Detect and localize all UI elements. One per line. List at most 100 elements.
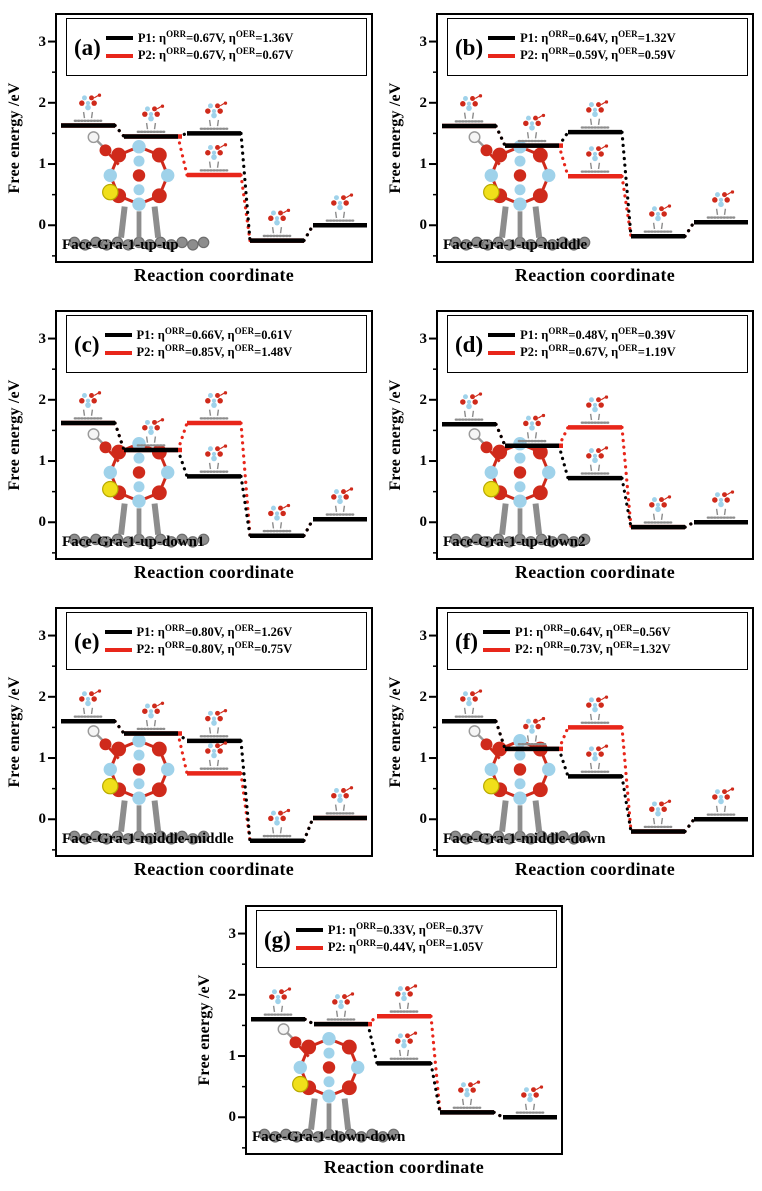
p2-line-swatch (104, 350, 132, 355)
p2-dotted-connector (176, 731, 189, 775)
p1-dotted-connector (557, 444, 570, 480)
legend-text-segment: P2: η (520, 48, 549, 62)
legend-text-segment: ORR (164, 325, 185, 336)
legend-entry-p2: P2: ηORR=0.67V, ηOER=1.19V (488, 343, 747, 359)
legend-text-segment: ORR (548, 45, 569, 56)
legend-text-segment: OER (235, 28, 256, 39)
system-label: Face-Gra-1-up-middle (443, 237, 588, 253)
y-tick-label: 2 (38, 391, 47, 408)
legend-text-segment: =0.85V, η (184, 345, 235, 359)
y-tick-label: 3 (419, 330, 428, 347)
legend-text-segment: P1: η (327, 922, 357, 937)
legend-text-segment: =0.59V (637, 48, 676, 62)
legend-text-segment: OER (425, 920, 446, 931)
x-axis-label: Reaction coordinate (133, 859, 295, 879)
legend-text-p1: P1: ηORR=0.66V, ηOER=0.61V (136, 325, 293, 342)
system-label: Face-Gra-1-middle-middle (62, 831, 234, 847)
legend-text-p1: P1: ηORR=0.67V, ηOER=1.36V (137, 28, 294, 45)
legend-text-p1: P1: ηORR=0.80V, ηOER=1.26V (137, 623, 293, 639)
p2-dotted-connector (557, 144, 570, 178)
legend-text-segment: OER (613, 639, 633, 650)
y-tick-label: 2 (38, 94, 47, 111)
legend-text-segment: ORR (548, 28, 569, 39)
legend-entry-p2: P2: ηORR=0.44V, ηOER=1.05V (295, 937, 556, 954)
p1-dotted-connector (620, 476, 633, 529)
legend-text-p1: P1: ηORR=0.64V, ηOER=0.56V (515, 622, 671, 639)
panel-e: Free energy /eV Reaction coordinate (e) … (0, 594, 381, 891)
p1-dotted-connector (557, 130, 570, 148)
legend-text-segment: OER (618, 45, 638, 56)
y-tick-label: 0 (419, 811, 428, 828)
legend-text-segment: ORR (356, 937, 377, 948)
x-axis-label: Reaction coordinate (514, 265, 676, 285)
y-tick-label: 3 (38, 33, 47, 50)
p2-dotted-connector (239, 421, 252, 538)
legend-text-segment: =1.26V (254, 624, 293, 639)
legend: (c) P1: ηORR=0.66V, ηOER=0.61V P2: ηORR=… (66, 315, 367, 373)
p1-dotted-connector (683, 520, 696, 529)
legend-text-segment: =0.64V, η (563, 624, 614, 639)
panel-g: Free energy /eV Reaction coordinate (g) … (190, 892, 571, 1189)
p2-line-swatch (488, 350, 516, 355)
legend-text-segment: =0.67V, η (186, 48, 236, 62)
panel-b: Free energy /eV Reaction coordinate (b) … (381, 0, 762, 297)
legend-text-segment: =0.67V, η (568, 345, 619, 359)
legend-entry-p1: P1: ηORR=0.33V, ηOER=0.37V (295, 920, 556, 937)
legend-text-segment: P1: η (137, 30, 167, 45)
legend-text-segment: P2: η (136, 345, 165, 359)
legend-text-segment: =0.44V, η (376, 940, 426, 954)
legend: (g) P1: ηORR=0.33V, ηOER=0.37V P2: ηORR=… (256, 910, 557, 968)
legend-text-segment: =0.67V, η (186, 30, 236, 45)
legend-text-segment: OER (618, 325, 638, 336)
y-tick-label: 1 (419, 156, 428, 173)
legend-text-segment: =0.66V, η (184, 327, 235, 342)
p1-dotted-connector (302, 816, 315, 843)
legend-text-segment: P2: η (520, 345, 549, 359)
legend-entries: P1: ηORR=0.80V, ηOER=1.26V P2: ηORR=0.80… (104, 623, 366, 656)
legend: (b) P1: ηORR=0.64V, ηOER=1.32V P2: ηORR=… (447, 18, 748, 76)
legend-text-segment: =1.48V (254, 345, 293, 359)
p1-line-swatch (104, 630, 132, 635)
p2-line-swatch (104, 647, 132, 652)
y-tick-label: 3 (38, 330, 47, 347)
p1-dotted-connector (494, 422, 507, 448)
y-tick-label: 0 (228, 1109, 237, 1126)
legend-text-p2: P2: ηORR=0.85V, ηOER=1.48V (136, 342, 293, 359)
panel-letter: (d) (455, 331, 484, 357)
p1-line-swatch (295, 928, 323, 933)
p2-dotted-connector (557, 725, 570, 751)
p2-line-swatch (488, 53, 516, 58)
legend-text-segment: =0.67V (255, 48, 294, 62)
legend-entry-p1: P1: ηORR=0.64V, ηOER=1.32V (488, 28, 747, 45)
p2-line-swatch (105, 53, 133, 58)
legend-text-segment: P2: η (137, 48, 167, 62)
y-tick-label: 2 (419, 391, 428, 408)
x-axis-label: Reaction coordinate (514, 859, 676, 879)
legend-text-segment: ORR (548, 325, 569, 336)
legend-text-segment: =0.56V (632, 624, 671, 639)
legend-text-segment: ORR (164, 342, 185, 353)
legend-text-p1: P1: ηORR=0.64V, ηOER=1.32V (520, 28, 676, 45)
y-tick-label: 0 (419, 514, 428, 531)
legend-text-segment: OER (613, 622, 633, 633)
legend-text-segment: P2: η (327, 940, 357, 954)
y-tick-label: 3 (419, 627, 428, 644)
legend-text-segment: =0.39V (637, 327, 676, 342)
y-tick-label: 2 (38, 688, 47, 705)
legend-entry-p1: P1: ηORR=0.80V, ηOER=1.26V (104, 623, 366, 639)
legend-text-segment: =0.59V, η (568, 48, 619, 62)
legend-entry-p2: P2: ηORR=0.67V, ηOER=0.67V (105, 46, 366, 62)
p1-dotted-connector (366, 1022, 379, 1065)
p2-dotted-connector (176, 421, 189, 452)
legend-text-segment: ORR (543, 639, 564, 650)
legend-text-segment: P1: η (136, 327, 165, 342)
legend-text-segment: OER (425, 937, 446, 948)
y-tick-label: 1 (228, 1048, 237, 1065)
legend-text-segment: OER (234, 342, 255, 353)
p1-line-swatch (488, 36, 516, 41)
legend-entry-p1: P1: ηORR=0.66V, ηOER=0.61V (104, 325, 366, 342)
legend-entry-p1: P1: ηORR=0.48V, ηOER=0.39V (488, 325, 747, 342)
system-label: Face-Gra-1-up-down2 (443, 534, 586, 550)
p2-line-swatch (295, 945, 323, 950)
